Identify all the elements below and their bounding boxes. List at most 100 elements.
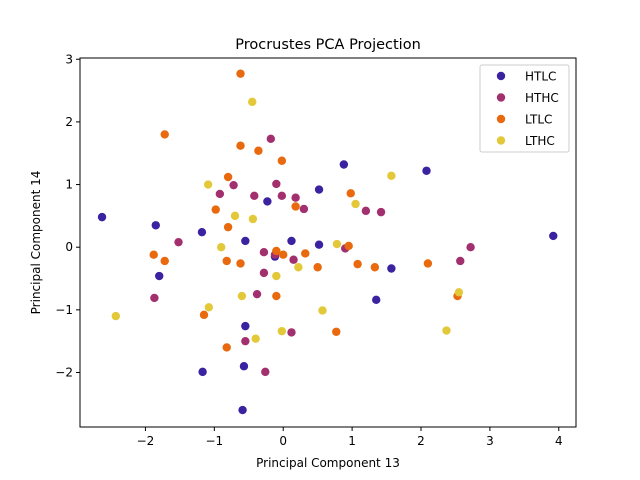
point-hthc-9: [299, 204, 309, 214]
point-ltlc-7: [222, 256, 231, 266]
point-ltlc-22: [346, 189, 355, 198]
point-htlc-11: [287, 236, 296, 246]
point-hthc-12: [289, 255, 298, 264]
point-lthc-9: [272, 271, 281, 281]
point-lthc-15: [387, 171, 396, 180]
point-ltlc-12: [254, 146, 263, 155]
point-htlc-3: [197, 227, 207, 237]
point-lthc-11: [332, 239, 342, 249]
point-ltlc-6: [223, 222, 233, 232]
y-tick-label: 3: [65, 52, 73, 66]
point-hthc-15: [241, 336, 250, 346]
legend-marker-htlc: [496, 71, 506, 81]
point-ltlc-24: [370, 263, 380, 272]
point-htlc-17: [422, 166, 431, 175]
point-lthc-1: [203, 180, 213, 189]
point-lthc-12: [318, 306, 327, 315]
legend-marker-lthc: [496, 136, 506, 145]
point-hthc-22: [466, 242, 475, 252]
point-lthc-17: [454, 288, 464, 297]
point-htlc-6: [241, 321, 250, 331]
point-ltlc-10: [236, 141, 245, 150]
legend-marker-ltlc: [496, 114, 506, 124]
point-htlc-8: [238, 405, 247, 415]
point-htlc-13: [314, 240, 324, 249]
plot-frame: [79, 57, 577, 428]
point-lthc-4: [230, 211, 240, 221]
point-ltlc-21: [344, 241, 353, 251]
point-htlc-0: [97, 212, 107, 222]
point-ltlc-20: [332, 327, 341, 336]
point-hthc-16: [261, 367, 270, 377]
point-hthc-20: [376, 207, 386, 217]
point-lthc-6: [248, 214, 258, 224]
point-lthc-0: [111, 311, 121, 321]
point-htlc-4: [198, 367, 207, 377]
point-ltlc-16: [279, 250, 288, 259]
y-tick-label: −2: [55, 365, 73, 379]
y-tick-label: 1: [65, 178, 73, 192]
legend-box: [479, 64, 570, 153]
x-axis-title: Principal Component 13: [256, 456, 400, 470]
point-ltlc-0: [160, 130, 169, 139]
x-tick-label: 1: [348, 434, 356, 448]
point-ltlc-3: [199, 310, 209, 320]
y-tick-label: 0: [65, 240, 73, 254]
point-htlc-18: [549, 231, 558, 241]
point-hthc-8: [291, 193, 300, 202]
point-htlc-1: [151, 221, 160, 230]
point-ltlc-11: [236, 259, 245, 268]
point-ltlc-8: [222, 343, 231, 352]
point-htlc-12: [314, 185, 324, 194]
point-hthc-0: [150, 293, 159, 303]
points-layer: [97, 69, 558, 415]
point-lthc-14: [351, 199, 360, 209]
point-lthc-7: [237, 291, 247, 301]
x-tick-label: 0: [279, 434, 287, 448]
legend: HTLC HTHC LTLC LTHC: [479, 64, 570, 153]
point-ltlc-9: [236, 69, 245, 78]
point-htlc-16: [387, 264, 396, 273]
point-lthc-16: [442, 326, 451, 335]
point-ltlc-4: [211, 205, 220, 214]
point-ltlc-15: [272, 246, 281, 256]
point-hthc-10: [259, 248, 269, 257]
point-hthc-5: [266, 134, 276, 144]
legend-label-hthc: HTHC: [525, 91, 559, 105]
point-hthc-14: [252, 289, 262, 299]
y-axis-title: Principal Component 14: [29, 171, 43, 315]
point-hthc-7: [277, 191, 287, 201]
legend-label-lthc: LTHC: [525, 134, 555, 148]
x-tick-label: −2: [137, 434, 155, 448]
chart-title: Procrustes PCA Projection: [235, 37, 421, 53]
point-hthc-19: [361, 206, 371, 216]
point-lthc-10: [294, 263, 303, 272]
point-ltlc-5: [223, 172, 233, 182]
point-htlc-15: [372, 295, 381, 305]
point-hthc-4: [250, 191, 259, 201]
point-lthc-13: [277, 326, 287, 336]
point-hthc-1: [174, 237, 183, 247]
point-hthc-21: [456, 256, 465, 266]
x-axis: −2 −1 0 1 2 3 4: [137, 427, 563, 448]
y-tick-label: 2: [65, 115, 73, 129]
point-htlc-7: [239, 362, 249, 371]
point-ltlc-18: [313, 263, 322, 272]
x-tick-label: −1: [205, 434, 223, 448]
point-lthc-2: [204, 303, 214, 312]
legend-label-htlc: HTLC: [525, 70, 556, 84]
point-ltlc-19: [272, 291, 281, 301]
point-lthc-3: [217, 242, 226, 252]
legend-marker-hthc: [496, 93, 506, 102]
point-htlc-14: [339, 160, 349, 169]
x-tick-label: 3: [486, 434, 494, 448]
y-tick-label: −1: [55, 303, 73, 317]
point-htlc-5: [241, 236, 250, 246]
point-hthc-13: [259, 268, 269, 278]
point-htlc-9: [263, 197, 272, 206]
legend-label-ltlc: LTLC: [525, 113, 552, 127]
x-tick-label: 2: [417, 434, 425, 448]
point-lthc-8: [251, 334, 260, 343]
point-htlc-2: [155, 271, 164, 281]
